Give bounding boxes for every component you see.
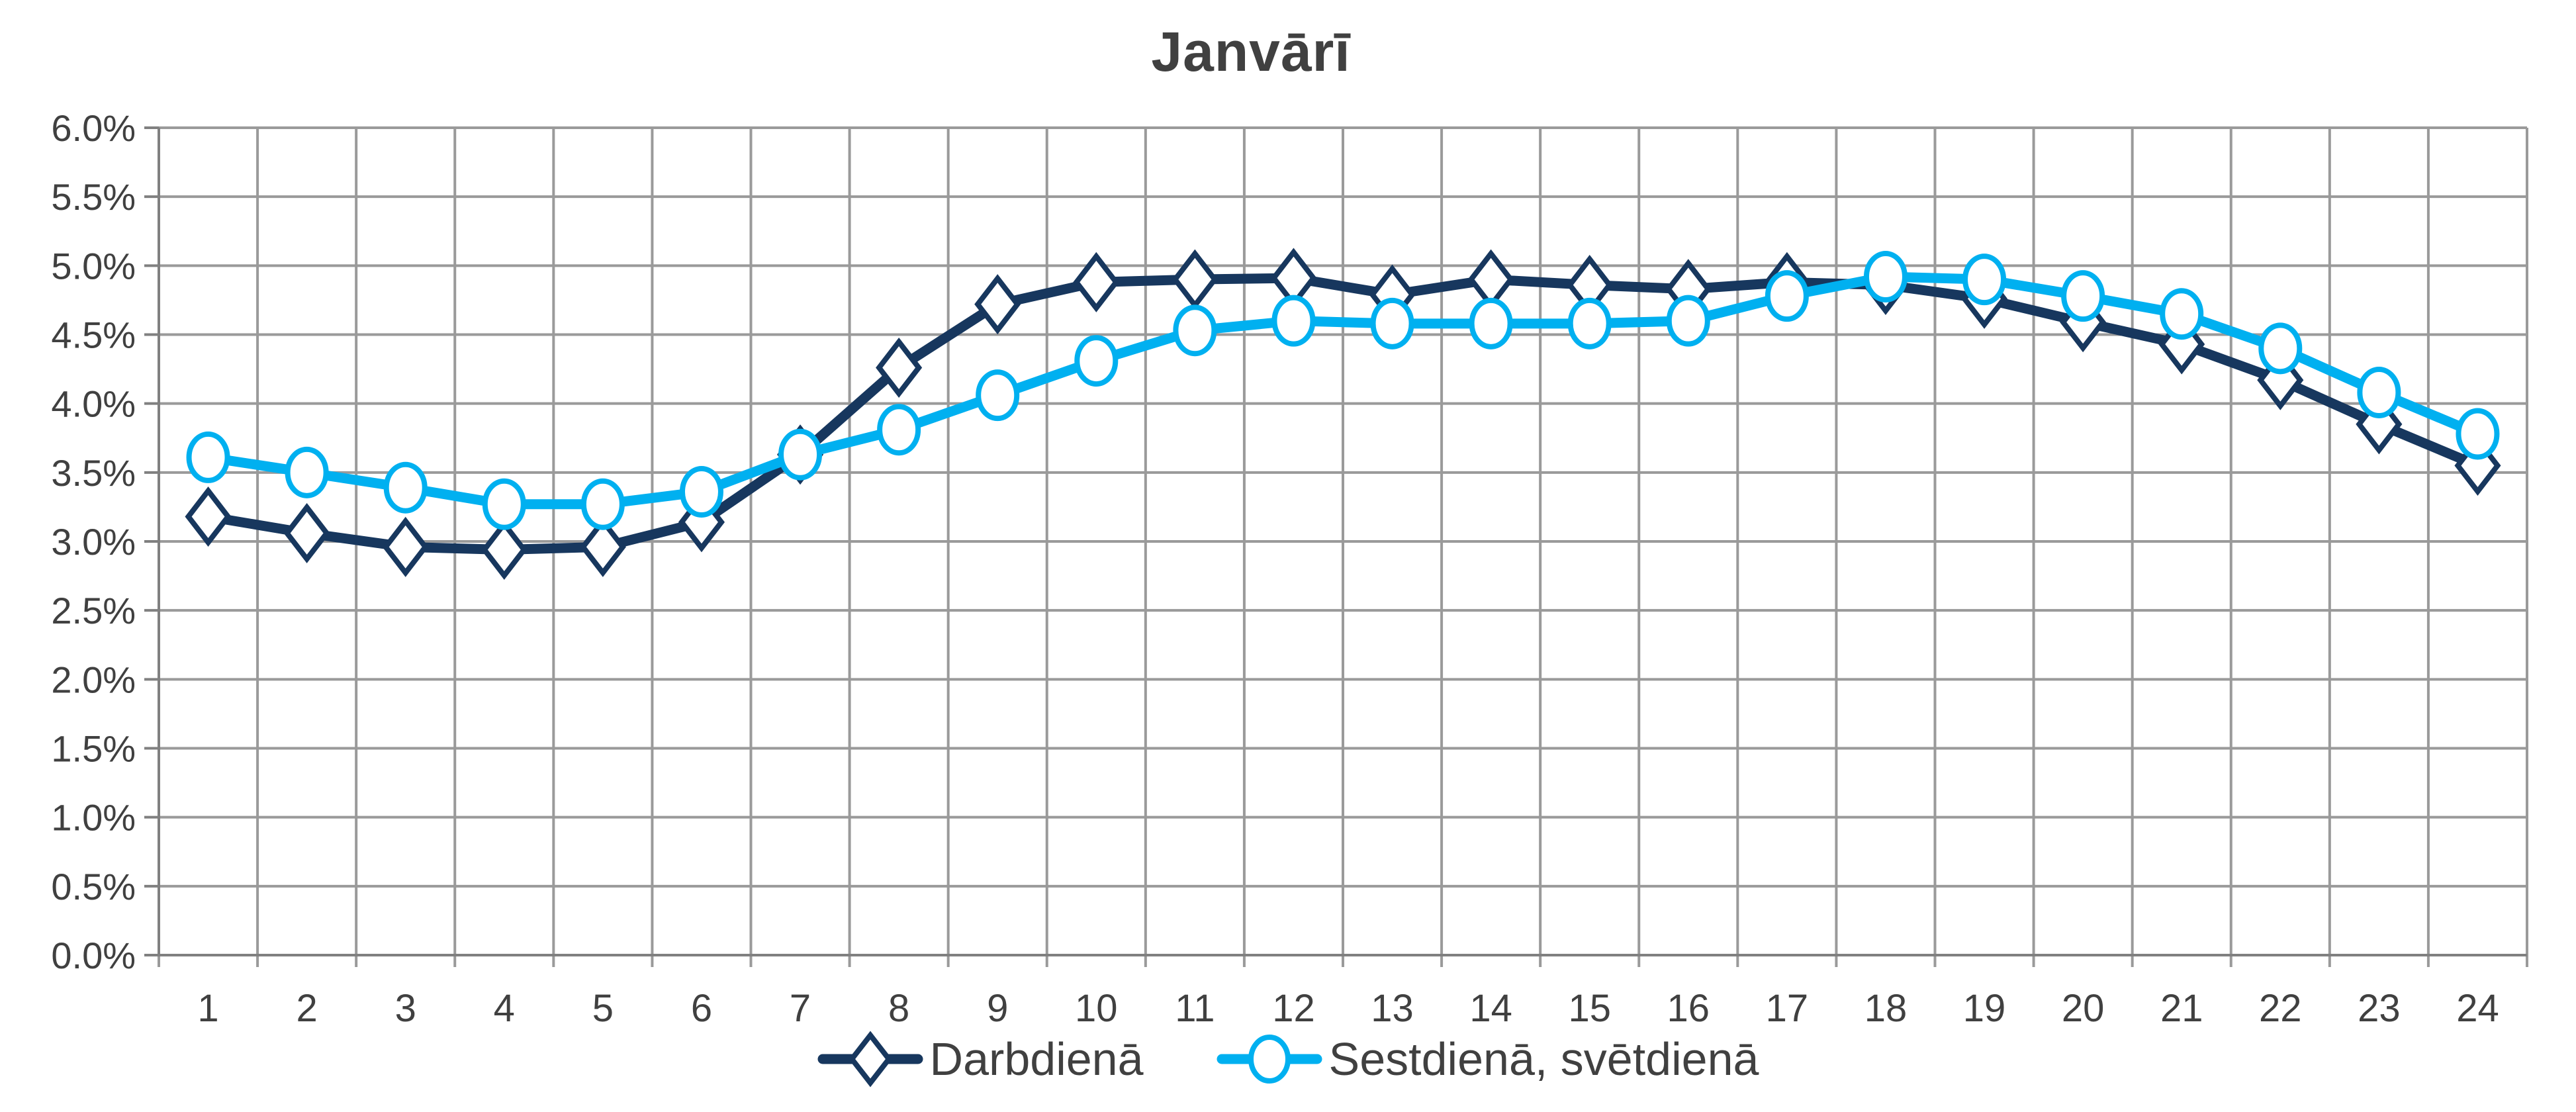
- legend: Darbdienā Sestdienā, svētdienā: [0, 1019, 2576, 1099]
- circle-marker: [186, 431, 230, 483]
- circle-marker: [2456, 408, 2500, 460]
- diamond-marker: [974, 274, 1021, 335]
- y-tick-label: 5.5%: [51, 176, 136, 218]
- y-tick-label: 2.5%: [51, 590, 136, 631]
- y-tick-label: 2.0%: [51, 659, 136, 700]
- circle-marker: [2160, 288, 2204, 340]
- diamond-marker: [1467, 249, 1514, 310]
- circle-marker: [2357, 367, 2401, 418]
- diamond-marker: [579, 516, 626, 577]
- circle-marker: [1666, 295, 1710, 347]
- y-tick-label: 4.5%: [51, 314, 136, 356]
- y-tick-label: 0.5%: [51, 866, 136, 907]
- x-tick-label: 13: [1371, 987, 1414, 1030]
- circle-marker: [285, 446, 329, 498]
- y-axis-labels: 0.0% 0.5% 1.0% 1.5% 2.0% 2.5% 3.0% 3.5% 4.0% 4.5%…: [51, 107, 136, 976]
- y-tick-label: 3.5%: [51, 452, 136, 494]
- x-tick-label: 14: [1469, 987, 1512, 1030]
- legend-label-sestdiena: Sestdienā, svētdienā: [1328, 1033, 1759, 1085]
- x-tick-label: 4: [494, 987, 515, 1030]
- x-tick-label: 22: [2259, 987, 2302, 1030]
- circle-marker: [580, 478, 625, 530]
- circle-marker: [877, 404, 921, 456]
- x-tick-label: 15: [1568, 987, 1611, 1030]
- gridlines: [158, 126, 2528, 967]
- legend-marker-circle-icon: [1217, 1035, 1322, 1084]
- legend-item-darbdiena: Darbdienā: [817, 1029, 1144, 1089]
- x-tick-label: 9: [987, 987, 1008, 1030]
- x-tick-label: 3: [395, 987, 416, 1030]
- circle-marker: [1863, 251, 1908, 302]
- x-axis-labels: 1 2 3 4 5 6 7 8 9 10 11 12 13 14 15 16 17 18 19 20 21 22 23 24: [197, 987, 2499, 1030]
- circle-marker: [1271, 295, 1316, 347]
- diamond-marker: [1073, 252, 1120, 312]
- x-tick-label: 20: [2062, 987, 2105, 1030]
- circle-marker: [1962, 254, 2007, 306]
- circle-marker: [1765, 270, 1809, 322]
- circle-marker: [1074, 335, 1119, 387]
- circle-marker: [1370, 297, 1414, 349]
- x-tick-label: 2: [296, 987, 317, 1030]
- diamond-marker: [283, 502, 330, 564]
- x-tick-label: 23: [2358, 987, 2401, 1030]
- x-tick-label: 11: [1175, 987, 1215, 1030]
- y-tick-label: 1.5%: [51, 728, 136, 770]
- circle-marker: [1567, 297, 1612, 349]
- x-tick-label: 10: [1075, 987, 1118, 1030]
- circle-marker: [2258, 322, 2303, 375]
- legend-label-darbdiena: Darbdienā: [929, 1033, 1144, 1085]
- circle-marker: [976, 369, 1020, 422]
- x-tick-label: 17: [1766, 987, 1809, 1030]
- x-tick-label: 19: [1963, 987, 2006, 1030]
- series-1: [186, 251, 2500, 530]
- circle-marker: [1173, 304, 1217, 357]
- y-tick-label: 6.0%: [51, 107, 136, 149]
- circle-marker: [679, 466, 723, 518]
- x-tick-label: 5: [592, 987, 614, 1030]
- x-tick-label: 7: [790, 987, 811, 1030]
- circle-marker: [383, 461, 428, 514]
- x-tick-label: 1: [197, 987, 218, 1030]
- x-tick-label: 21: [2160, 987, 2203, 1030]
- x-tick-label: 8: [888, 987, 909, 1030]
- x-tick-label: 16: [1667, 987, 1710, 1030]
- y-tick-label: 4.0%: [51, 383, 136, 425]
- y-tick-label: 5.0%: [51, 245, 136, 287]
- y-tick-label: 1.0%: [51, 797, 136, 839]
- axes: [144, 126, 2527, 956]
- diamond-marker: [1172, 249, 1219, 310]
- legend-marker-diamond-icon: [817, 1031, 923, 1088]
- diamond-marker: [185, 486, 232, 547]
- x-tick-label: 18: [1864, 987, 1908, 1030]
- y-tick-label: 3.0%: [51, 521, 136, 563]
- y-tick-label: 0.0%: [51, 935, 136, 976]
- x-tick-label: 6: [691, 987, 712, 1030]
- circle-marker: [1469, 297, 1513, 349]
- diamond-marker: [876, 337, 923, 398]
- x-tick-label: 12: [1272, 987, 1315, 1030]
- diamond-marker: [382, 516, 429, 577]
- circle-marker: [482, 478, 526, 530]
- circle-marker: [2061, 270, 2105, 322]
- circle-marker: [778, 428, 823, 481]
- x-tick-label: 24: [2456, 987, 2499, 1030]
- diamond-marker: [481, 519, 528, 580]
- chart-title: Janvārī: [1151, 21, 1351, 83]
- legend-item-sestdiena: Sestdienā, svētdienā: [1217, 1029, 1759, 1089]
